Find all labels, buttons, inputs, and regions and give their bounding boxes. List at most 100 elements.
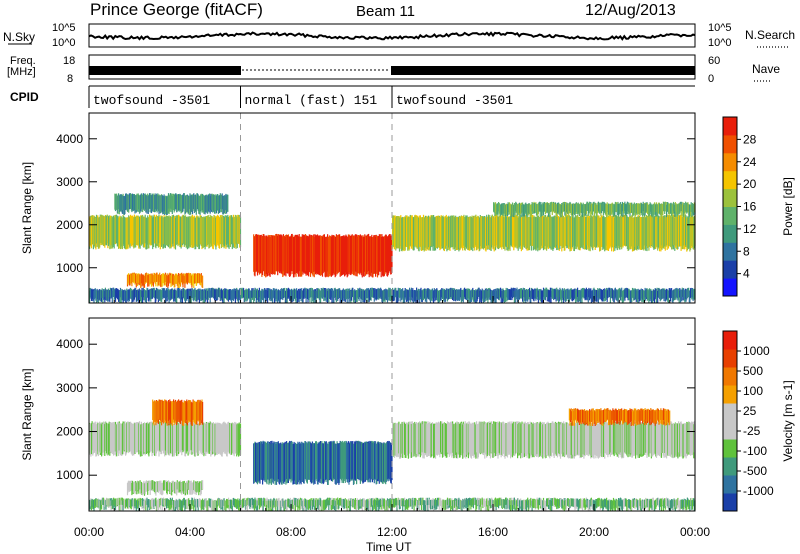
- data-cell: [439, 497, 441, 505]
- data-cell: [594, 217, 596, 250]
- y-tick-label: 3000: [56, 381, 83, 395]
- data-cell: [457, 498, 459, 507]
- data-cell: [635, 204, 637, 216]
- data-cell: [614, 421, 616, 453]
- data-cell: [527, 422, 529, 455]
- data-cell: [524, 289, 526, 301]
- data-cell: [186, 273, 188, 285]
- data-cell: [376, 288, 378, 300]
- data-cell: [143, 216, 146, 248]
- data-cell: [691, 500, 693, 510]
- data-cell: [589, 288, 591, 299]
- data-cell: [186, 272, 188, 283]
- data-cell: [130, 499, 132, 510]
- data-cell: [453, 500, 455, 511]
- data-cell: [647, 409, 649, 423]
- data-cell: [190, 194, 192, 212]
- data-cell: [118, 421, 120, 451]
- colorbar-tick-label: 8: [743, 244, 750, 258]
- data-cell: [374, 499, 376, 509]
- data-cell: [455, 500, 457, 512]
- data-cell: [170, 194, 172, 213]
- data-cell: [235, 288, 237, 299]
- data-cell: [421, 217, 423, 251]
- data-cell: [541, 216, 543, 249]
- data-cell: [382, 498, 384, 507]
- data-cell: [202, 480, 204, 490]
- data-cell: [685, 215, 687, 248]
- data-cell: [195, 422, 197, 452]
- data-cell: [495, 290, 497, 303]
- data-cell: [493, 289, 495, 300]
- data-cell: [654, 421, 656, 454]
- data-cell: [638, 203, 640, 215]
- data-cell: [195, 499, 197, 509]
- data-cell: [495, 500, 497, 511]
- data-cell: [192, 499, 194, 509]
- data-cell: [279, 235, 281, 274]
- data-cell: [174, 500, 176, 510]
- data-cell: [121, 217, 123, 250]
- data-cell: [625, 498, 627, 507]
- data-cell: [94, 288, 96, 300]
- data-cell: [536, 203, 538, 216]
- data-cell: [618, 498, 620, 507]
- data-cell: [259, 497, 261, 506]
- data-cell: [582, 498, 584, 506]
- data-cell: [205, 290, 207, 302]
- data-cell: [109, 498, 111, 507]
- data-cell: [636, 216, 639, 250]
- data-cell: [222, 216, 224, 247]
- data-cell: [251, 288, 253, 298]
- data-cell: [190, 421, 192, 451]
- data-cell: [198, 217, 200, 250]
- data-cell: [303, 234, 305, 273]
- data-cell: [528, 203, 530, 214]
- data-cell: [510, 424, 512, 459]
- data-cell: [219, 499, 221, 508]
- data-cell: [207, 422, 209, 452]
- data-cell: [376, 235, 378, 274]
- data-cell: [568, 204, 570, 217]
- data-cell: [180, 195, 182, 214]
- data-cell: [200, 289, 202, 301]
- data-cell: [131, 193, 134, 210]
- data-cell: [145, 273, 147, 283]
- data-cell: [599, 217, 601, 252]
- data-cell: [422, 500, 425, 511]
- data-cell: [378, 443, 380, 484]
- data-cell: [196, 499, 199, 508]
- data-cell: [174, 194, 176, 211]
- data-cell: [616, 499, 618, 509]
- data-cell: [157, 274, 159, 287]
- data-cell: [654, 203, 656, 215]
- data-cell: [647, 289, 649, 301]
- data-cell: [158, 424, 160, 457]
- data-cell: [113, 289, 115, 301]
- data-cell: [91, 498, 93, 508]
- data-cell: [548, 289, 550, 302]
- data-cell: [147, 217, 149, 249]
- data-cell: [217, 422, 219, 453]
- data-cell: [224, 215, 226, 245]
- data-cell: [532, 288, 534, 300]
- data-cell: [364, 234, 366, 272]
- data-cell: [190, 401, 192, 425]
- data-cell: [652, 423, 654, 457]
- data-cell: [164, 424, 166, 457]
- data-cell: [459, 423, 461, 458]
- data-cell: [130, 193, 132, 209]
- data-cell: [621, 500, 623, 510]
- data-cell: [528, 217, 530, 251]
- data-cell: [409, 216, 411, 250]
- data-cell: [577, 216, 579, 250]
- data-cell: [501, 499, 503, 509]
- data-cell: [556, 217, 558, 251]
- data-cell: [501, 204, 503, 216]
- data-cell: [235, 217, 237, 249]
- data-cell: [390, 443, 392, 484]
- data-cell: [468, 500, 470, 511]
- data-cell: [693, 424, 695, 459]
- data-cell: [623, 499, 625, 509]
- data-cell: [455, 215, 457, 248]
